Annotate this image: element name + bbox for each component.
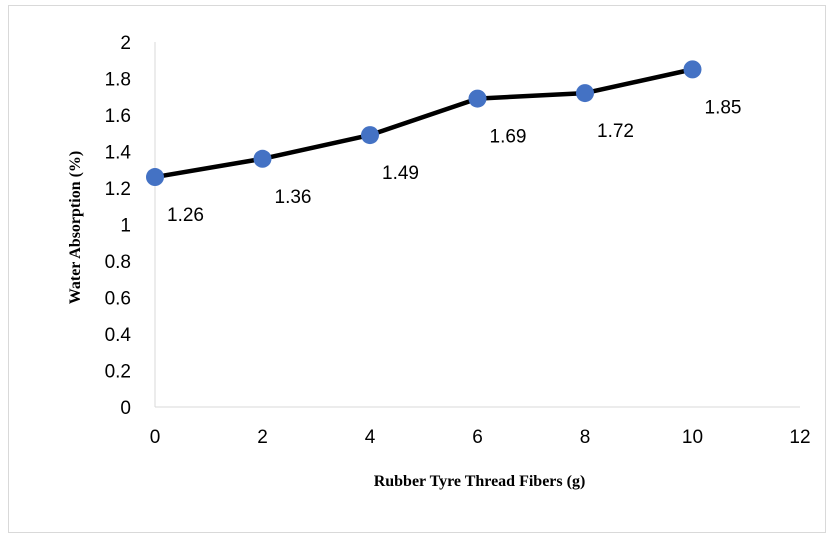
y-tick-label: 1.8 xyxy=(105,70,131,91)
x-tick-label: 8 xyxy=(580,427,591,448)
x-tick-label: 6 xyxy=(472,427,483,448)
y-tick-labels: 0 0.2 0.4 0.6 0.8 1 1.2 1.4 1.6 1.8 2 xyxy=(105,33,132,419)
data-point-marker xyxy=(361,126,379,145)
series-line xyxy=(152,67,695,180)
data-point-label: 1.72 xyxy=(597,121,634,142)
y-tick-label: 0.6 xyxy=(105,289,131,310)
x-tick-labels: 0 2 4 6 8 10 12 xyxy=(150,427,811,448)
x-tick-label: 10 xyxy=(682,427,703,448)
data-point-label: 1.49 xyxy=(382,163,419,184)
data-point-marker xyxy=(468,89,487,108)
data-point-label: 1.69 xyxy=(490,127,527,148)
data-point-marker xyxy=(576,84,594,103)
data-point-label: 1.26 xyxy=(167,205,204,226)
x-tick-label: 0 xyxy=(150,427,161,448)
data-point-marker xyxy=(253,149,272,168)
x-tick-label: 4 xyxy=(365,427,376,448)
data-labels: 1.26 1.36 1.49 1.69 1.72 1.85 xyxy=(167,97,741,226)
y-tick-label: 2 xyxy=(120,33,131,54)
x-tick-label: 12 xyxy=(789,427,810,448)
chart-frame xyxy=(8,5,826,533)
y-tick-label: 0.2 xyxy=(105,362,131,383)
data-point-marker xyxy=(683,60,702,79)
y-tick-label: 1.6 xyxy=(105,106,131,127)
y-tick-label: 1 xyxy=(120,216,131,237)
x-tick-label: 2 xyxy=(257,427,268,448)
y-tick-label: 0.8 xyxy=(105,252,131,273)
data-markers xyxy=(146,60,702,187)
x-axis-title: Rubber Tyre Thread Fibers (g) xyxy=(374,473,586,490)
data-point-label: 1.36 xyxy=(275,187,312,208)
y-tick-label: 0.4 xyxy=(105,325,132,346)
data-point-marker xyxy=(146,168,164,187)
y-tick-label: 1.4 xyxy=(105,143,132,164)
y-tick-label: 1.2 xyxy=(105,179,131,200)
y-axis-title: Water Absorption (%) xyxy=(67,151,84,304)
y-tick-label: 0 xyxy=(120,398,131,419)
data-point-label: 1.85 xyxy=(705,97,742,118)
